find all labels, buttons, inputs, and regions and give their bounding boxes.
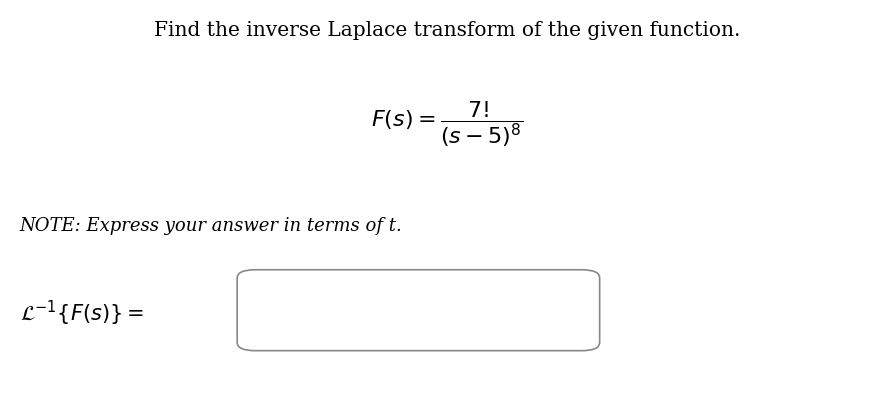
Text: $F(s) = \dfrac{7!}{(s-5)^{8}}$: $F(s) = \dfrac{7!}{(s-5)^{8}}$ <box>371 100 523 149</box>
Text: Find the inverse Laplace transform of the given function.: Find the inverse Laplace transform of th… <box>154 21 740 40</box>
FancyBboxPatch shape <box>237 270 599 351</box>
Text: $\mathcal{L}^{-1}\{F(s)\} =$: $\mathcal{L}^{-1}\{F(s)\} =$ <box>20 299 144 328</box>
Text: NOTE: Express your answer in terms of t.: NOTE: Express your answer in terms of t. <box>20 217 402 235</box>
